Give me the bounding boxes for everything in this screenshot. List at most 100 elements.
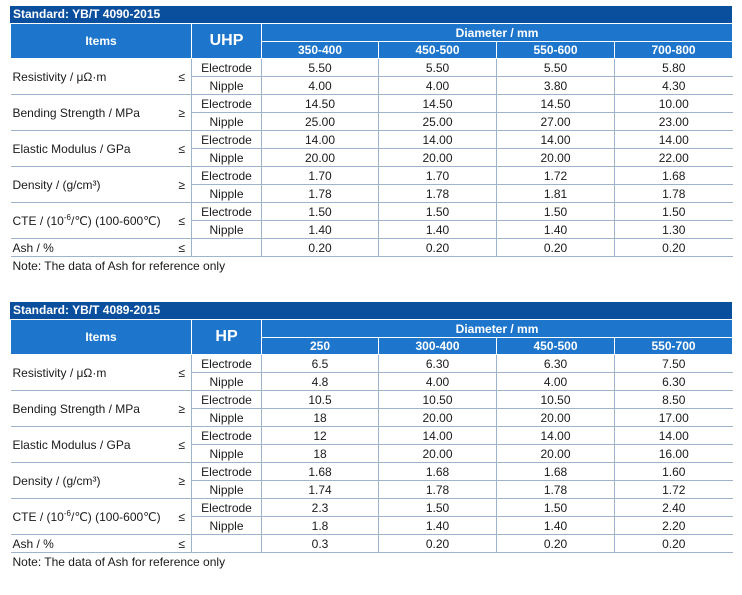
value-cell: 1.70 [261, 166, 379, 185]
diameter-header: Diameter / mm [261, 319, 734, 338]
part-type: Electrode [191, 94, 262, 113]
value-cell: 1.40 [378, 516, 497, 535]
value-cell: 1.40 [261, 220, 379, 239]
value-cell: 18 [261, 408, 379, 427]
diameter-column-header: 250 [261, 337, 380, 355]
value-cell: 14.00 [496, 426, 615, 445]
table-row: Ash / % ≤0.3 0.20 0.20 0.20 [10, 534, 733, 553]
value-cell: 14.00 [261, 130, 379, 149]
value-cell: 1.68 [378, 462, 497, 481]
part-type: Nipple [191, 444, 262, 463]
table-row: Resistivity / μΩ·m ≤ Electrode 6.5 6.30 6.30 7… [10, 354, 733, 391]
value-cell: 1.8 [261, 516, 379, 535]
table-row: Nipple 4.8 4.00 4.00 6.30 [11, 372, 733, 391]
part-type: Nipple [191, 372, 262, 391]
table-row: CTE / (10-6/℃) (100-600℃) ≤ Electrode 1.50 1… [10, 202, 733, 239]
value-cell: 0.20 [496, 534, 615, 553]
property-name: CTE / (10-6/℃) (100-600℃) [10, 202, 176, 239]
header-row: 350-400 450-500 550-600 700-800 [11, 41, 734, 59]
table-row: Ash / % ≤0.20 0.20 0.20 0.20 [10, 238, 733, 257]
value-cell: 5.50 [496, 58, 615, 77]
value-cell: 20.00 [378, 408, 497, 427]
comparison-symbol: ≤ [175, 130, 192, 167]
note-row: Note: The data of Ash for reference only [11, 257, 733, 276]
table-row: Bending Strength / MPa ≥ Electrode 14.50 14.… [10, 94, 733, 131]
part-type: Electrode [191, 462, 262, 481]
part-type: Electrode [191, 498, 262, 517]
value-cell: 5.80 [614, 58, 733, 77]
value-cell: 8.50 [614, 390, 733, 409]
comparison-symbol: ≥ [175, 390, 192, 427]
value-cell: 1.50 [378, 202, 497, 221]
comparison-symbol: ≤ [175, 534, 192, 553]
value-cell: 20.00 [261, 148, 379, 167]
property-name: Ash / % [10, 238, 176, 257]
table-row: Elastic Modulus / GPa ≤ Electrode 12 14.00 14… [10, 426, 733, 463]
value-cell: 25.00 [378, 112, 497, 131]
value-cell: 17.00 [614, 408, 733, 427]
comparison-symbol: ≤ [175, 354, 192, 391]
diameter-column-header: 550-600 [496, 41, 616, 59]
spec-table: Items HP Diameter / mm 250 300-400 450-500 550… [9, 319, 734, 572]
diameter-column-header: 550-700 [614, 337, 734, 355]
value-cell: 14.50 [496, 94, 615, 113]
property-name: Ash / % [10, 534, 176, 553]
value-cell: 2.20 [614, 516, 733, 535]
note-row: Note: The data of Ash for reference only [11, 553, 733, 572]
header-row: 250 300-400 450-500 550-700 [11, 337, 734, 355]
part-type: Nipple [191, 408, 262, 427]
note-text: Note: The data of Ash for reference only [12, 555, 226, 569]
property-name: CTE / (10-6/℃) (100-600℃) [10, 498, 176, 535]
value-cell: 14.50 [378, 94, 497, 113]
property-name: Bending Strength / MPa [10, 390, 176, 427]
part-type: Nipple [191, 112, 262, 131]
value-cell: 1.40 [496, 516, 615, 535]
table-row: Density / (g/cm³) ≥ Electrode 1.70 1.70 1.72 1… [10, 166, 733, 203]
diameter-header: Diameter / mm [261, 23, 734, 42]
spec-table: Items UHP Diameter / mm 350-400 450-500 550-6… [9, 23, 734, 276]
value-cell: 14.00 [378, 130, 497, 149]
value-cell: 1.78 [378, 184, 497, 203]
value-cell: 1.78 [496, 480, 615, 499]
part-type: Electrode [191, 58, 262, 77]
value-cell: 10.50 [378, 390, 497, 409]
value-cell: 1.74 [261, 480, 379, 499]
table-row: Nipple 1.74 1.78 1.78 1.72 [11, 480, 733, 499]
part-type: Electrode [191, 130, 262, 149]
part-type: Nipple [191, 516, 262, 535]
value-cell: 1.78 [261, 184, 379, 203]
value-cell: 3.80 [496, 76, 615, 95]
diameter-column-header: 350-400 [261, 41, 380, 59]
value-cell: 1.78 [378, 480, 497, 499]
header-row: Items UHP Diameter / mm [9, 23, 734, 59]
value-cell: 1.68 [261, 462, 379, 481]
value-cell: 1.50 [378, 498, 497, 517]
value-cell: 1.78 [614, 184, 733, 203]
table-row: Resistivity / μΩ·m ≤ Electrode 5.50 5.50 5.50… [10, 58, 733, 95]
value-cell: 4.00 [496, 372, 615, 391]
value-cell: 14.00 [496, 130, 615, 149]
value-cell: 10.5 [261, 390, 379, 409]
table-row: CTE / (10-6/℃) (100-600℃) ≤ Electrode 2.3 1.… [10, 498, 733, 535]
value-cell: 25.00 [261, 112, 379, 131]
items-header: Items [9, 23, 193, 59]
value-cell: 18 [261, 444, 379, 463]
value-cell: 14.50 [261, 94, 379, 113]
value-cell: 1.50 [496, 202, 615, 221]
items-header: Items [9, 319, 193, 355]
table-row: Nipple 1.78 1.78 1.81 1.78 [11, 184, 733, 203]
part-type: Electrode [191, 166, 262, 185]
part-type [191, 238, 262, 257]
value-cell: 20.00 [378, 148, 497, 167]
comparison-symbol: ≤ [175, 238, 192, 257]
table-row: Nipple 1.8 1.40 1.40 2.20 [11, 516, 733, 535]
value-cell: 1.50 [614, 202, 733, 221]
value-cell: 6.30 [496, 354, 615, 373]
value-cell: 1.40 [496, 220, 615, 239]
property-name: Resistivity / μΩ·m [10, 354, 176, 391]
value-cell: 10.50 [496, 390, 615, 409]
value-cell: 7.50 [614, 354, 733, 373]
comparison-symbol: ≤ [175, 498, 192, 535]
standard-title: Standard: YB/T 4090-2015 [10, 6, 732, 23]
part-type: Nipple [191, 148, 262, 167]
